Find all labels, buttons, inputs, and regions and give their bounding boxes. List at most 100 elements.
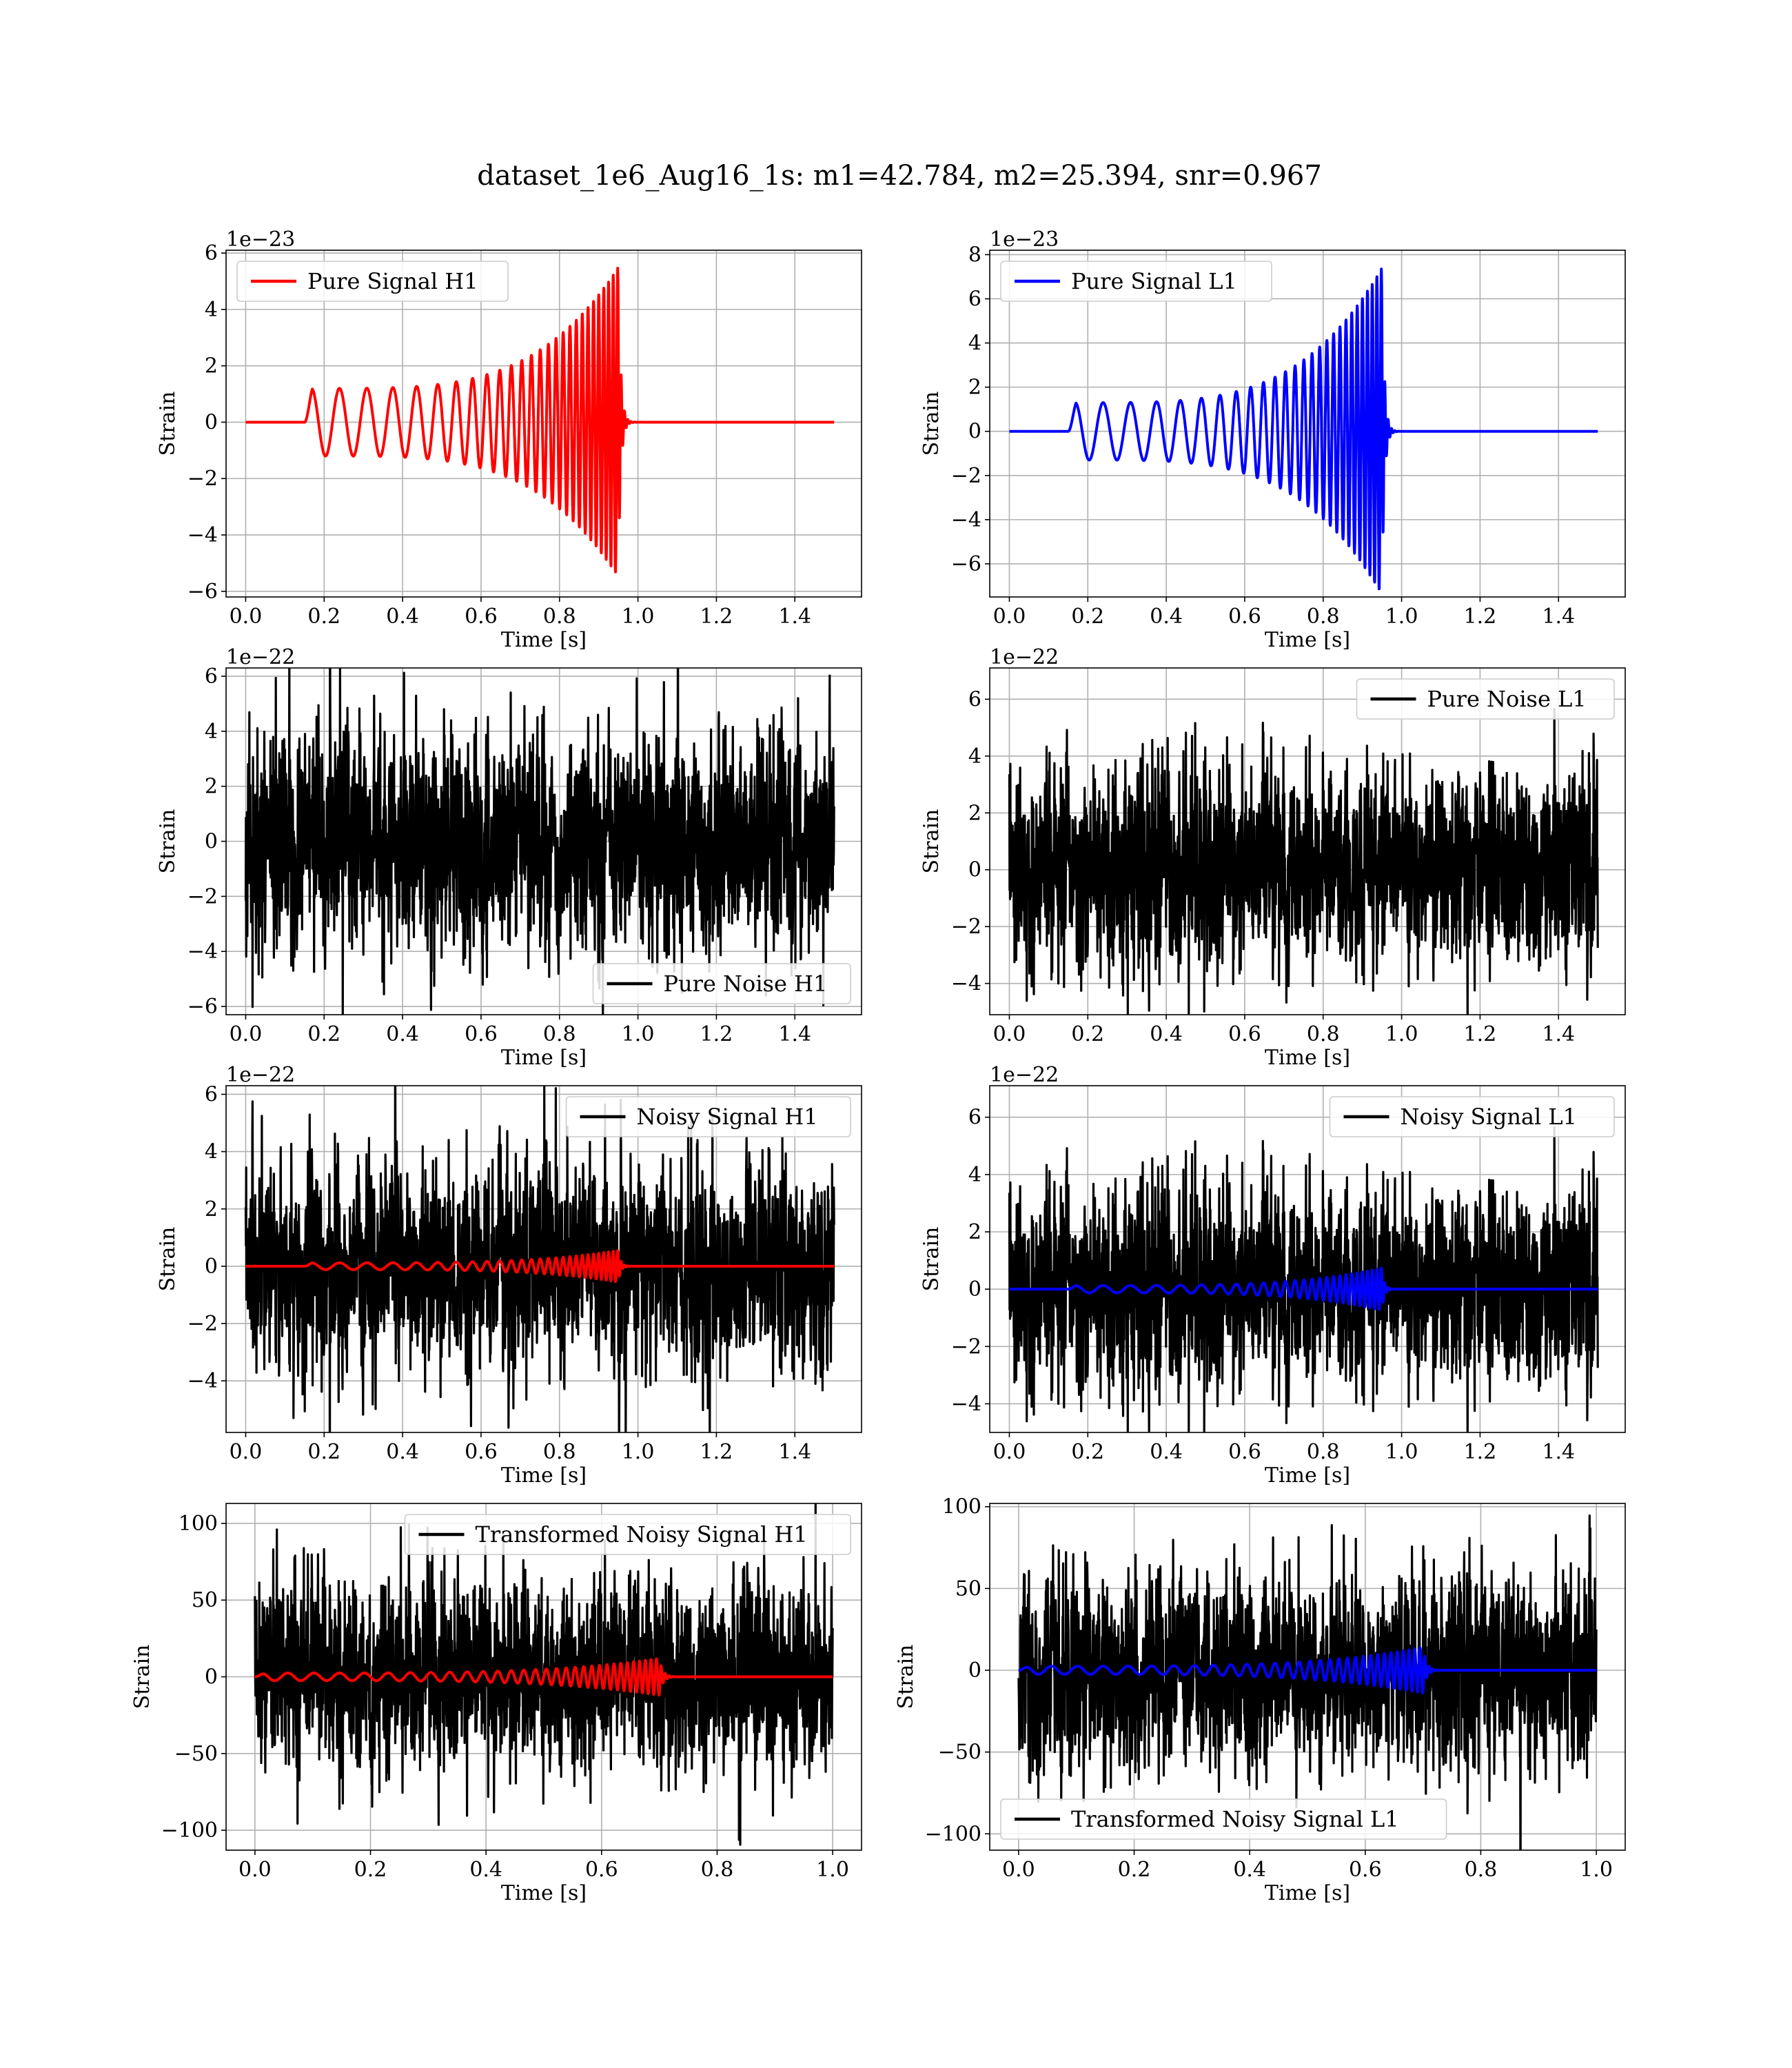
noisy-signal-l1-legend: Noisy Signal L1 [1329, 1096, 1615, 1137]
y-tick-label: 0 [968, 1659, 981, 1683]
x-tick-label: 1.2 [1464, 1440, 1497, 1464]
pure-signal-l1-axes-frame [989, 250, 1626, 598]
transformed-noisy-signal-h1-legend: Transformed Noisy Signal H1 [404, 1514, 851, 1555]
noisy-signal-h1-axes-frame [225, 1085, 862, 1433]
pure-signal-h1-series-0-line [244, 267, 835, 574]
noisy-signal-h1-legend: Noisy Signal H1 [565, 1096, 851, 1137]
y-tick-label: −6 [951, 552, 981, 576]
legend-label: Pure Noise L1 [1427, 686, 1587, 712]
y-tick-label: 2 [205, 1197, 218, 1221]
x-tick-label: 0.6 [1228, 1022, 1261, 1046]
y-tick-label: 0 [968, 420, 981, 444]
x-tick-label: 0.6 [465, 1440, 498, 1464]
pure-noise-h1-series-0-line [244, 668, 835, 1015]
y-tick-label: 4 [205, 720, 218, 744]
y-tick-label: 100 [179, 1512, 218, 1536]
x-tick-label: 1.0 [1385, 605, 1418, 629]
x-tick-label: 0.2 [1071, 605, 1104, 629]
pure-noise-l1-series-0-line [1008, 708, 1599, 1015]
pure-noise-h1-y-axis-label: Strain [156, 809, 180, 874]
y-tick-label: −2 [187, 1312, 218, 1336]
pure-noise-l1-panel: 0.0 0.2 0.4 0.6 0.8 1.0 1.2 1.4 −4 −2 0 2 4 6 Time [s]… [919, 645, 1626, 1070]
y-tick-label: −100 [925, 1822, 981, 1846]
legend-box [1000, 1798, 1447, 1840]
x-tick-label: 0.8 [1465, 1858, 1498, 1882]
y-tick-label: −50 [174, 1742, 218, 1766]
legend-box [404, 1514, 851, 1555]
transformed-noisy-signal-h1-series-0-line [254, 1503, 834, 1846]
legend-label: Pure Noise H1 [664, 971, 828, 997]
legend-label: Pure Signal H1 [307, 268, 478, 294]
noisy-signal-l1-offset-label: 1e−22 [990, 1063, 1059, 1087]
x-tick-label: 0.2 [354, 1858, 387, 1882]
legend-box [592, 963, 851, 1004]
x-tick-label: 1.4 [1542, 1022, 1575, 1046]
pure-noise-l1-offset-label: 1e−22 [990, 645, 1059, 669]
transformed-noisy-signal-l1-panel: 0.0 0.2 0.4 0.6 0.8 1.0 −100 −50 0 50 100 Time [s] S… [894, 1495, 1626, 1905]
x-tick-label: 0.8 [543, 1022, 576, 1046]
noisy-signal-l1-series-0-line [1008, 1126, 1599, 1432]
pure-noise-h1-legend: Pure Noise H1 [592, 963, 851, 1004]
y-tick-label: −100 [161, 1818, 218, 1843]
y-tick-label: 4 [968, 744, 981, 769]
x-tick-label: 0.2 [307, 1022, 340, 1046]
y-tick-label: −4 [951, 1392, 981, 1416]
x-tick-label: 0.8 [701, 1858, 734, 1882]
noisy-signal-l1-y-axis-label: Strain [919, 1227, 944, 1292]
x-tick-label: 0.0 [993, 1440, 1026, 1464]
x-tick-label: 0.4 [469, 1858, 502, 1882]
y-tick-label: 4 [205, 1140, 218, 1164]
y-tick-label: −50 [938, 1741, 981, 1765]
x-tick-label: 0.4 [1150, 1022, 1183, 1046]
y-tick-label: −2 [951, 915, 981, 939]
x-tick-label: 0.4 [1233, 1858, 1266, 1882]
pure-noise-l1-x-axis-label: Time [s] [1265, 1046, 1350, 1070]
x-tick-label: 0.8 [1307, 1022, 1340, 1046]
y-tick-label: 2 [968, 1220, 981, 1244]
legend-label: Noisy Signal H1 [637, 1104, 818, 1130]
noisy-signal-l1-x-axis-label: Time [s] [1265, 1463, 1350, 1488]
legend-label: Noisy Signal L1 [1401, 1104, 1578, 1130]
y-tick-label: 8 [968, 243, 981, 267]
noisy-signal-h1-series-0-line [244, 1086, 835, 1432]
x-tick-label: 0.6 [465, 605, 498, 629]
pure-noise-l1-axes-frame [989, 667, 1626, 1015]
pure-signal-h1-plot-area [244, 267, 835, 574]
x-tick-label: 0.4 [386, 1022, 419, 1046]
y-tick-label: 2 [968, 376, 981, 400]
x-tick-label: 0.2 [1071, 1440, 1104, 1464]
y-tick-label: 50 [955, 1577, 981, 1601]
pure-signal-l1-y-axis-label: Strain [919, 392, 944, 456]
x-tick-label: 0.8 [543, 1440, 576, 1464]
y-tick-label: −4 [187, 1369, 218, 1393]
x-tick-label: 0.0 [238, 1858, 272, 1882]
pure-noise-h1-panel: 0.0 0.2 0.4 0.6 0.8 1.0 1.2 1.4 −6 −4 −2 0 2 4 6 Time [… [156, 645, 862, 1070]
transformed-noisy-signal-l1-x-axis-label: Time [s] [1265, 1881, 1350, 1905]
legend-box [1000, 261, 1272, 302]
y-tick-label: −2 [951, 464, 981, 488]
pure-signal-l1-legend: Pure Signal L1 [1000, 261, 1272, 302]
y-tick-label: 0 [205, 830, 218, 854]
transformed-noisy-signal-l1-legend: Transformed Noisy Signal L1 [1000, 1798, 1447, 1840]
x-tick-label: 1.2 [700, 1440, 733, 1464]
y-tick-label: 6 [205, 1082, 218, 1106]
pure-noise-l1-plot-area [1008, 708, 1599, 1015]
pure-noise-h1-plot-area [244, 668, 835, 1015]
legend-box [236, 261, 509, 302]
pure-noise-l1-y-axis-label: Strain [919, 809, 944, 874]
y-tick-label: 6 [205, 665, 218, 689]
x-tick-label: 0.6 [465, 1022, 498, 1046]
noisy-signal-h1-x-axis-label: Time [s] [501, 1463, 587, 1488]
pure-signal-h1-axes-frame [225, 250, 862, 598]
x-tick-label: 0.6 [1228, 1440, 1261, 1464]
y-tick-label: −6 [187, 995, 218, 1019]
y-tick-label: 50 [192, 1588, 218, 1612]
noisy-signal-h1-series-1-line [244, 1249, 835, 1283]
x-tick-label: 0.4 [1150, 605, 1183, 629]
x-tick-label: 0.8 [1307, 1440, 1340, 1464]
x-tick-label: 0.2 [307, 1440, 340, 1464]
noisy-signal-h1-plot-area [244, 1086, 835, 1432]
x-tick-label: 0.4 [386, 1440, 419, 1464]
x-tick-label: 0.6 [585, 1858, 618, 1882]
x-tick-label: 0.8 [1307, 605, 1340, 629]
